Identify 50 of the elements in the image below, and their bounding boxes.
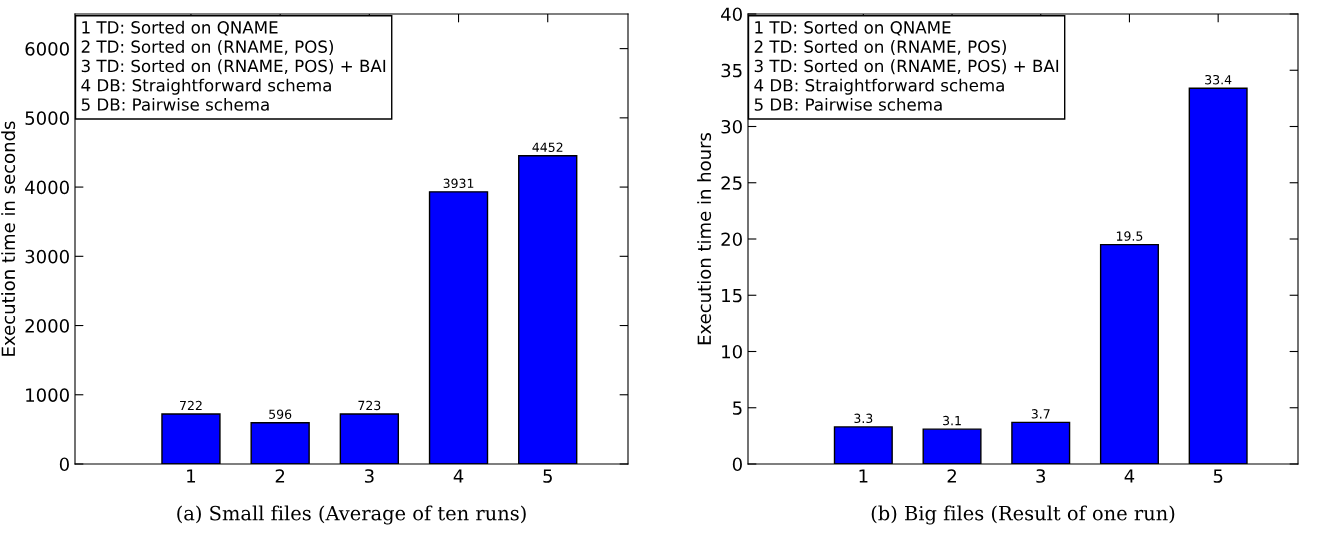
x-tick-label: 3 (1036, 469, 1046, 483)
y-tick-label: 40 (721, 7, 742, 22)
annotation: 4 DB: Straightforward schema (81, 78, 331, 95)
data-label: 19.5 (1116, 231, 1143, 241)
data-label: 3.1 (943, 415, 961, 426)
x-tick-label: 1 (187, 469, 196, 483)
x-tick-label: 5 (1213, 469, 1223, 483)
x-tick-label: 1 (859, 469, 868, 483)
y-tick-label: 25 (721, 176, 742, 190)
data-label: 722 (180, 400, 202, 411)
annotation: 1 TD: Sorted on QNAME (82, 20, 278, 36)
y-tick-label: 15 (722, 288, 742, 303)
y-tick-label: 0 (59, 457, 69, 472)
y-tick-label: 10 (722, 344, 742, 359)
y-tick-label: 3000 (25, 249, 69, 264)
x-tick-label: 4 (453, 469, 464, 483)
y-tick-label: 35 (721, 63, 742, 78)
x-tick-label: 5 (543, 469, 552, 483)
annotation: 3 TD: Sorted on (RNAME, POS) + BAI (754, 59, 1059, 75)
y-tick-label: 2000 (25, 319, 69, 333)
y-tick-label: 5000 (25, 111, 69, 125)
annotation: 1 TD: Sorted on QNAME (755, 20, 951, 36)
y-tick-label: 1000 (26, 388, 69, 402)
x-tick-label: 2 (275, 469, 285, 483)
y-tick-label: 6000 (25, 42, 69, 56)
data-label: 4452 (532, 142, 563, 152)
annotation: 2 TD: Sorted on (RNAME, POS) (754, 40, 1006, 55)
data-label: 3.7 (1031, 409, 1050, 419)
y-tick-label: 20 (721, 232, 742, 247)
y-tick-label: 4000 (25, 180, 69, 195)
annotation: 5 DB: Pairwise schema (81, 97, 269, 111)
annotation: 2 TD: Sorted on (RNAME, POS) (81, 40, 333, 55)
data-label: 3.3 (854, 413, 873, 424)
y-tick-label: 30 (721, 119, 742, 134)
x-tick-label: 2 (947, 469, 956, 483)
annotation: 3 TD: Sorted on (RNAME, POS) + BAI (81, 59, 386, 75)
data-label: 3931 (443, 178, 474, 189)
y-tick-label: 0 (732, 457, 742, 472)
y-axis-title: Execution time in hours (697, 132, 712, 345)
y-axis-title: Execution time in seconds (1, 121, 16, 356)
data-label: 596 (269, 409, 292, 419)
text: (b) Big files (Result of one run) (871, 505, 1175, 525)
x-tick-label: 4 (1124, 469, 1135, 483)
x-tick-label: 3 (364, 469, 374, 483)
text: (a) Small files (Average of ten runs) (177, 505, 526, 525)
annotation: 5 DB: Pairwise schema (754, 97, 942, 111)
annotation: 4 DB: Straightforward schema (754, 78, 1004, 95)
data-label: 723 (358, 400, 381, 411)
data-label: 33.4 (1205, 74, 1232, 85)
y-tick-label: 5 (733, 401, 742, 415)
